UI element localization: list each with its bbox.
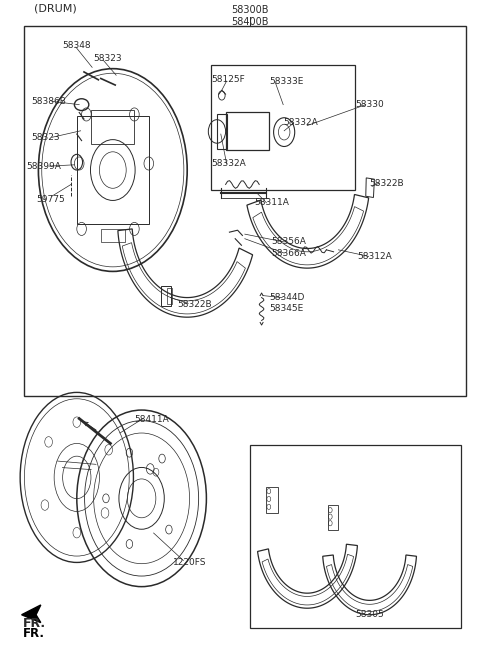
Text: FR.: FR. xyxy=(23,617,46,630)
Text: 58330: 58330 xyxy=(355,100,384,109)
Text: 58311A: 58311A xyxy=(254,198,289,207)
Text: 58345E: 58345E xyxy=(270,304,304,313)
Text: 58411A: 58411A xyxy=(134,415,169,424)
Text: 58344D: 58344D xyxy=(270,293,305,302)
Text: 58356A: 58356A xyxy=(271,237,306,247)
Text: 58386B: 58386B xyxy=(31,97,66,106)
Text: 58332A: 58332A xyxy=(283,118,318,128)
Text: 58399A: 58399A xyxy=(26,162,61,171)
Text: 58348: 58348 xyxy=(62,41,91,50)
Text: 58332A: 58332A xyxy=(211,159,246,168)
Text: 58323: 58323 xyxy=(31,133,60,142)
Text: FR.: FR. xyxy=(23,627,45,640)
Polygon shape xyxy=(22,605,41,623)
Text: 58322B: 58322B xyxy=(178,300,212,309)
Text: 58305: 58305 xyxy=(355,610,384,619)
Text: 58312A: 58312A xyxy=(358,252,392,261)
Text: 58366A: 58366A xyxy=(271,249,306,258)
Text: 1220FS: 1220FS xyxy=(173,558,206,567)
Text: (DRUM): (DRUM) xyxy=(34,3,76,13)
Text: 58333E: 58333E xyxy=(270,77,304,86)
Text: 58323: 58323 xyxy=(94,54,122,63)
Text: 58322B: 58322B xyxy=(370,179,404,188)
Text: 59775: 59775 xyxy=(36,195,65,204)
Text: 58300B
58400B: 58300B 58400B xyxy=(231,5,268,27)
Text: 58125F: 58125F xyxy=(211,75,245,84)
